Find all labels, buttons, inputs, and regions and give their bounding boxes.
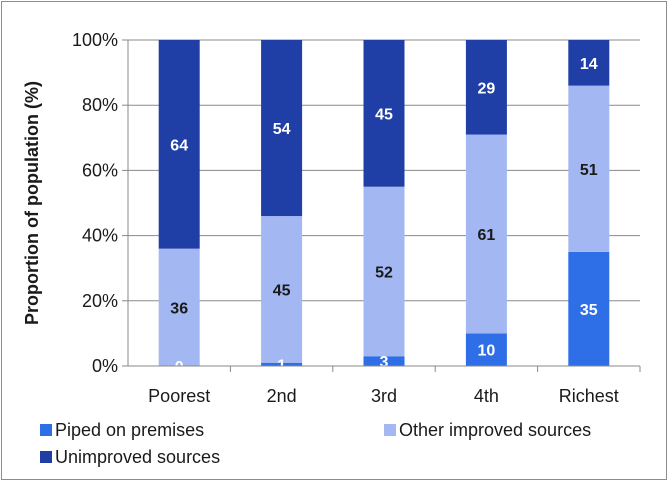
bar-segment	[158, 248, 200, 366]
legend-swatch	[40, 451, 52, 463]
y-tick-label: 80%	[82, 95, 118, 115]
x-tick-label: Richest	[559, 386, 619, 406]
data-label: 51	[580, 162, 598, 179]
x-tick-label: 4th	[474, 386, 499, 406]
bar-segment	[363, 40, 405, 187]
data-label: 36	[170, 300, 188, 317]
y-axis-ticks: 0% 20% 40% 60% 80% 100%	[72, 30, 128, 376]
y-tick-label: 0%	[92, 356, 118, 376]
data-label: 45	[273, 282, 291, 299]
legend-label: Unimproved sources	[55, 447, 220, 467]
x-axis-ticks: Poorest 2nd 3rd 4th Richest	[148, 366, 641, 406]
data-label: 35	[580, 302, 598, 319]
legend-label: Piped on premises	[55, 420, 204, 440]
data-label: 52	[375, 264, 393, 281]
legend-swatch	[40, 424, 52, 436]
y-tick-label: 40%	[82, 226, 118, 246]
legend-swatch	[384, 424, 396, 436]
bar-segment	[465, 40, 507, 135]
y-axis-label: Proportion of population (%)	[22, 81, 42, 325]
legend: Piped on premises Other improved sources U…	[40, 420, 591, 467]
bar-segment	[261, 40, 303, 217]
bar-segment	[158, 40, 200, 249]
x-tick-label: Poorest	[148, 386, 210, 406]
data-label: 14	[580, 56, 598, 73]
data-label: 0	[175, 359, 184, 376]
bar-segment	[261, 362, 303, 366]
data-label: 54	[273, 121, 291, 138]
bar-segment	[363, 356, 405, 366]
bar-segment	[465, 333, 507, 366]
bar-segment	[261, 216, 303, 363]
y-tick-label: 20%	[82, 291, 118, 311]
bar-segment	[568, 85, 610, 252]
data-label: 45	[375, 106, 393, 123]
bar-segment	[568, 251, 610, 366]
bars	[158, 40, 610, 366]
bar-segment	[363, 186, 405, 357]
data-label: 64	[170, 137, 188, 154]
data-label: 3	[380, 354, 389, 371]
data-label: 61	[478, 227, 496, 244]
x-tick-label: 2nd	[267, 386, 297, 406]
x-tick-label: 3rd	[371, 386, 397, 406]
data-label: 10	[478, 343, 496, 360]
bar-segment	[465, 134, 507, 334]
legend-label: Other improved sources	[399, 420, 591, 440]
bar-segment	[568, 40, 610, 86]
data-label: 29	[478, 80, 496, 97]
y-tick-label: 60%	[82, 160, 118, 180]
y-tick-label: 100%	[72, 30, 118, 50]
